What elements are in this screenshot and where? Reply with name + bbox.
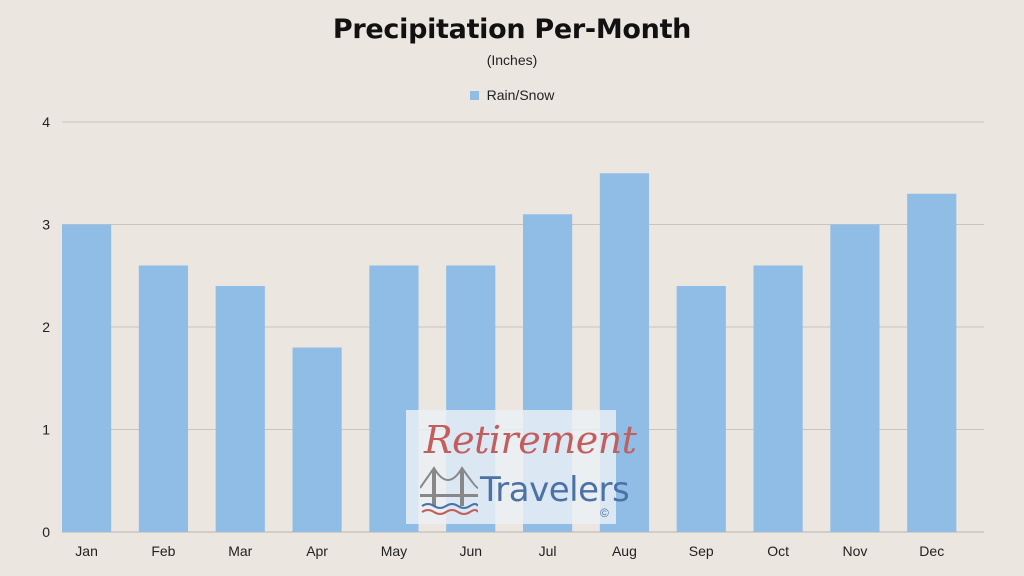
legend-label: Rain/Snow bbox=[486, 87, 555, 103]
x-tick-label: Jul bbox=[539, 543, 557, 559]
y-tick-label: 2 bbox=[42, 319, 50, 335]
bar-jan bbox=[62, 224, 112, 532]
chart-legend: Rain/Snow bbox=[0, 87, 1024, 103]
x-tick-label: Jun bbox=[459, 543, 482, 559]
bar-nov bbox=[830, 224, 880, 532]
x-tick-label: Aug bbox=[612, 543, 637, 559]
y-tick-label: 3 bbox=[42, 217, 50, 233]
bar-dec bbox=[907, 193, 957, 532]
y-tick-label: 1 bbox=[42, 422, 50, 438]
y-tick-label: 4 bbox=[42, 114, 50, 130]
watermark-line2: Travelers bbox=[480, 470, 630, 510]
y-tick-label: 0 bbox=[42, 524, 50, 540]
x-tick-label: Oct bbox=[767, 543, 789, 559]
bridge-icon bbox=[420, 466, 478, 515]
watermark-copyright: © bbox=[600, 506, 609, 520]
bar-feb bbox=[138, 265, 189, 532]
x-tick-label: Sep bbox=[689, 543, 714, 559]
x-tick-label: Apr bbox=[306, 543, 328, 559]
bar-mar bbox=[215, 286, 265, 532]
x-tick-label: Dec bbox=[919, 543, 944, 559]
bar-apr bbox=[292, 347, 342, 532]
chart-subtitle: (Inches) bbox=[486, 52, 538, 68]
x-tick-label: Mar bbox=[228, 543, 252, 559]
x-tick-label: Nov bbox=[842, 543, 867, 559]
x-tick-label: Feb bbox=[151, 543, 175, 559]
legend-swatch bbox=[469, 91, 479, 100]
watermark-line1: Retirement bbox=[424, 418, 637, 462]
x-tick-label: Jan bbox=[75, 543, 98, 559]
chart-title: Precipitation Per-Month bbox=[332, 14, 692, 45]
x-tick-label: May bbox=[381, 543, 407, 559]
watermark-logo: Retirement Travelers © bbox=[406, 410, 637, 524]
bar-sep bbox=[676, 286, 726, 532]
bar-oct bbox=[753, 265, 803, 532]
